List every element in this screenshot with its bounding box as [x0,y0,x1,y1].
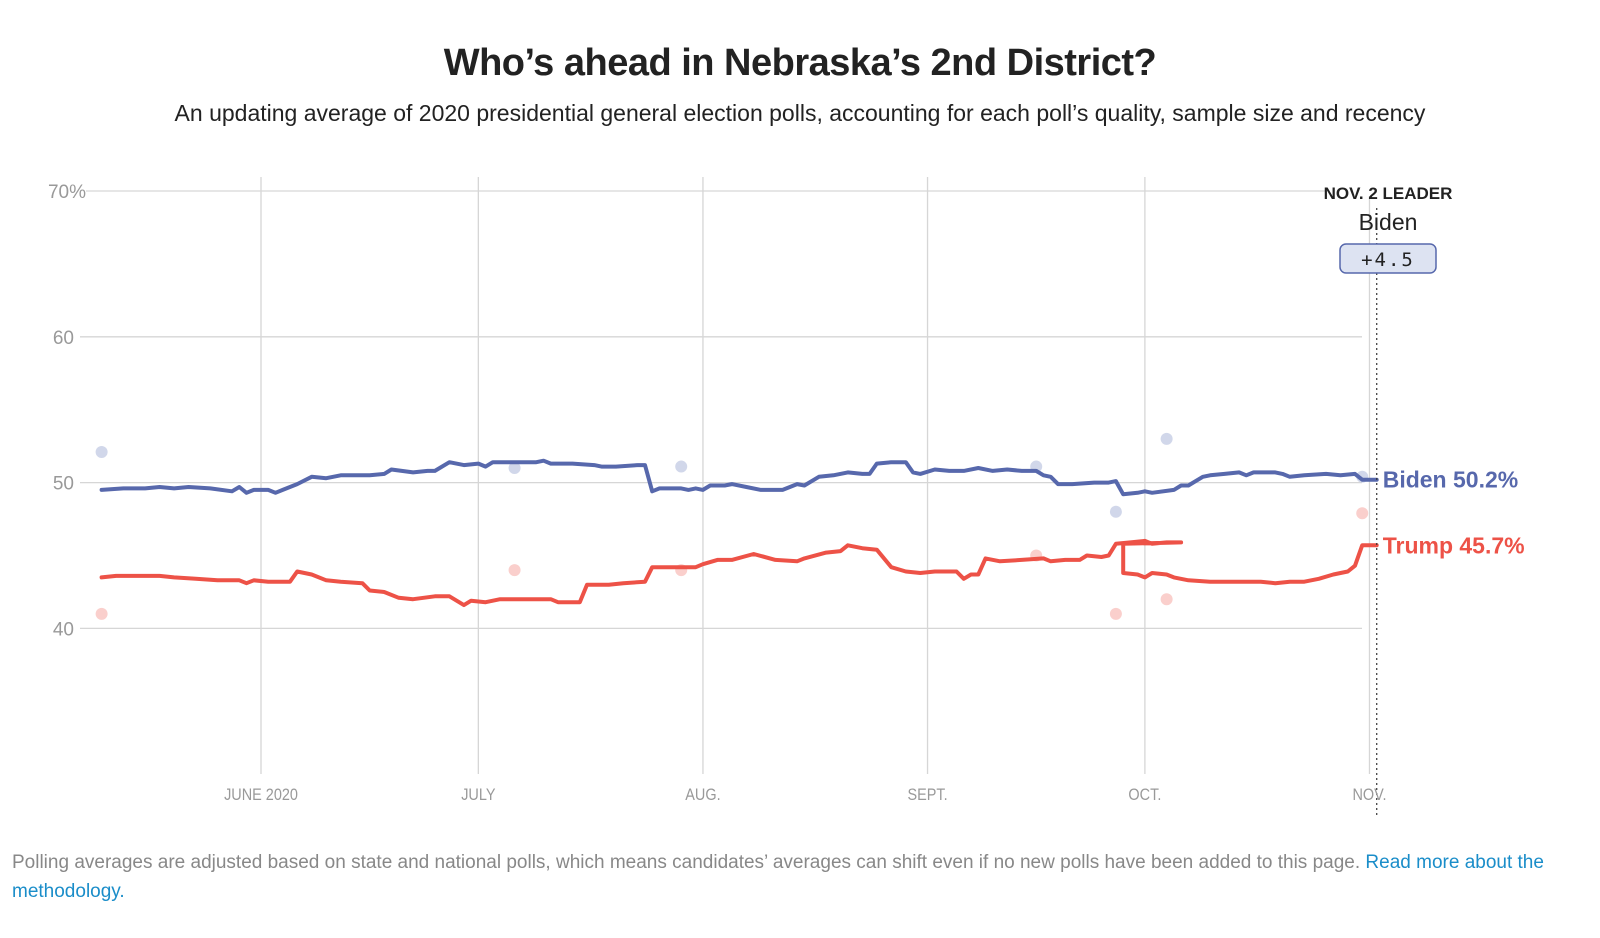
poll-dots [95,432,1369,620]
y-gridlines [80,190,1362,630]
poll-dot-trump [508,564,521,577]
end-label-biden: Biden 50.2% [1383,467,1519,493]
leader-margin-badge [1339,243,1437,274]
leader-label-bg [1327,176,1449,196]
poll-dot-biden [508,462,521,475]
poll-dot-biden [95,445,108,458]
poll-dot-trump [1109,607,1122,620]
footnote: Polling averages are adjusted based on s… [12,848,1582,906]
x-tick-label: OCT. [1128,786,1161,804]
series-end-labels: Biden 50.2% Trump 45.7% [1383,467,1525,559]
y-tick-label: 40 [53,619,74,640]
chart-subtitle: An updating average of 2020 presidential… [174,100,1426,126]
y-tick-labels: 70% 60 50 40 [48,182,86,640]
x-tick-label: SEPT. [907,786,947,804]
series-lines [99,458,1379,608]
x-tick-label: JULY [461,786,496,804]
y-tick-label: 70% [48,182,86,203]
poll-dot-trump [1356,507,1369,520]
x-tick-label: NOV. [1352,786,1386,804]
y-tick-label: 60 [53,328,74,349]
footnote-text: Polling averages are adjusted based on s… [12,852,1366,873]
series-line-biden [99,458,1379,497]
x-tick-label: JUNE 2020 [224,786,298,804]
leader-name: Biden [1359,209,1418,235]
leader-label: NOV. 2 LEADER [1324,184,1453,203]
methodology-link[interactable]: Read more about the methodology. [12,852,1544,902]
leader-annotation: NOV. 2 LEADER Biden +4.5 [1324,176,1453,274]
end-label-trump: Trump 45.7% [1383,532,1525,558]
x-tick-labels: JUNE 2020 JULY AUG. SEPT. OCT. NOV. [224,786,1386,804]
poll-dot-biden [1160,432,1173,445]
y-tick-label: 50 [53,474,74,495]
x-gridlines [260,177,1371,774]
poll-dot-biden [675,460,688,473]
poll-dot-trump [95,607,108,620]
leader-margin: +4.5 [1361,249,1415,271]
poll-dot-trump [1160,593,1173,606]
x-tick-label: AUG. [685,786,720,804]
series-line-trump [99,538,1379,608]
polling-average-chart: 70% 60 50 40 JUNE 2020 JULY AUG. SEPT. OCT. NOV.… [48,176,1525,818]
chart-title: Who’s ahead in Nebraska’s 2nd District? [443,42,1157,84]
poll-dot-biden [1109,505,1122,518]
